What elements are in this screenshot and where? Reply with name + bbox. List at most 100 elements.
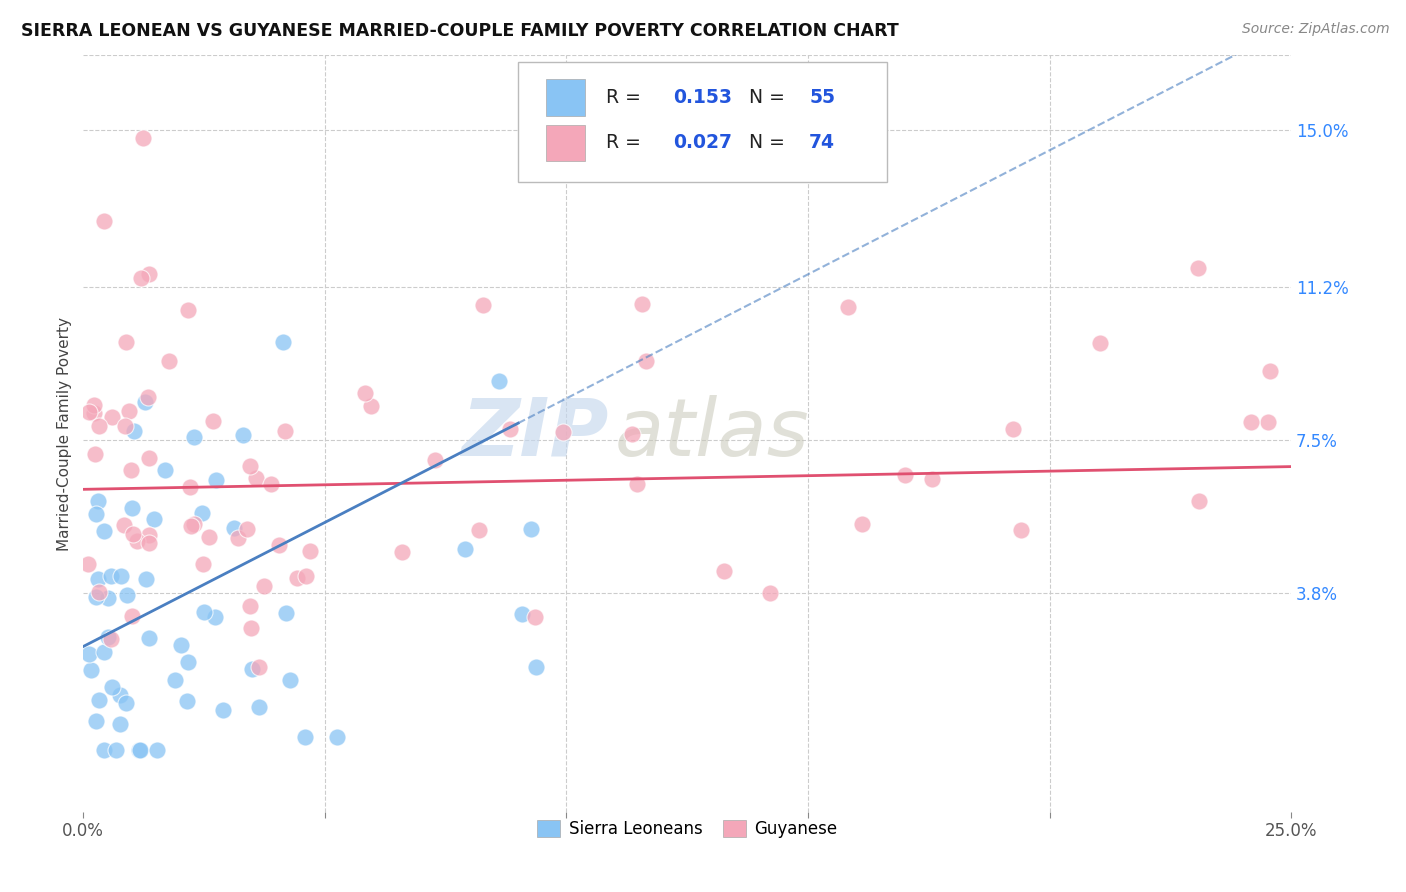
Point [138,632,160,646]
Point [122,527,145,541]
Point [86,590,108,604]
Point [97,591,120,606]
Point [153,463,176,477]
Point [138,451,160,466]
Point [180,518,202,533]
Point [177,303,200,318]
Point [114,334,136,349]
Point [132,131,155,145]
Point [468,524,491,538]
Point [118,404,141,418]
Point [80,664,103,678]
Point [326,730,349,744]
Point [360,400,382,414]
Point [298,544,321,558]
Point [134,395,156,409]
FancyBboxPatch shape [546,125,585,161]
Point [108,688,131,702]
Point [128,743,150,757]
Text: ZIP: ZIP [461,394,609,473]
Text: 0.153: 0.153 [672,88,731,107]
Point [87,585,110,599]
Point [391,545,413,559]
Point [239,599,262,613]
Point [453,541,475,556]
Text: 74: 74 [810,134,835,153]
Point [176,694,198,708]
Point [471,298,494,312]
Point [177,655,200,669]
Point [551,425,574,440]
Point [77,404,100,418]
Point [205,474,228,488]
Point [83,406,105,420]
Point [135,572,157,586]
Point [183,516,205,531]
Point [193,605,215,619]
Point [110,569,132,583]
Point [108,717,131,731]
Point [121,608,143,623]
Text: SIERRA LEONEAN VS GUYANESE MARRIED-COUPLE FAMILY POVERTY CORRELATION CHART: SIERRA LEONEAN VS GUYANESE MARRIED-COUPL… [21,22,898,40]
Point [354,385,377,400]
Point [100,632,122,646]
Point [100,409,122,424]
Text: Source: ZipAtlas.com: Source: ZipAtlas.com [1241,22,1389,37]
Point [121,500,143,515]
Point [93,743,115,757]
Point [145,743,167,757]
Point [183,430,205,444]
Point [523,610,546,624]
Point [921,472,943,486]
Point [499,422,522,436]
Point [165,673,187,687]
FancyBboxPatch shape [546,79,585,116]
Point [247,700,270,714]
Point [204,610,226,624]
Text: atlas: atlas [614,394,810,473]
Point [1187,260,1209,275]
Legend: Sierra Leoneans, Guyanese: Sierra Leoneans, Guyanese [530,814,844,845]
Point [267,538,290,552]
Point [240,662,263,676]
Point [630,296,652,310]
Point [138,268,160,282]
Point [239,458,262,473]
Point [894,468,917,483]
Point [1188,493,1211,508]
Point [519,522,541,536]
Point [143,512,166,526]
Point [127,533,149,548]
Point [87,419,110,434]
Point [271,335,294,350]
Text: 55: 55 [810,88,835,107]
Point [93,213,115,227]
Point [621,426,644,441]
Point [115,588,138,602]
Point [93,645,115,659]
Text: R =: R = [606,134,647,153]
Point [212,703,235,717]
Point [260,477,283,491]
Point [179,480,201,494]
Point [232,427,254,442]
Text: N =: N = [749,88,790,107]
Point [226,532,249,546]
Point [112,518,135,533]
Point [626,476,648,491]
Point [114,696,136,710]
Point [138,536,160,550]
Point [93,524,115,539]
Point [1001,422,1024,436]
Point [191,558,214,572]
FancyBboxPatch shape [519,62,887,181]
Point [247,660,270,674]
Point [295,568,318,582]
Point [138,528,160,542]
Text: R =: R = [606,88,647,107]
Point [170,639,193,653]
Point [120,463,142,477]
Point [236,522,259,536]
Point [100,569,122,583]
Point [122,424,145,438]
